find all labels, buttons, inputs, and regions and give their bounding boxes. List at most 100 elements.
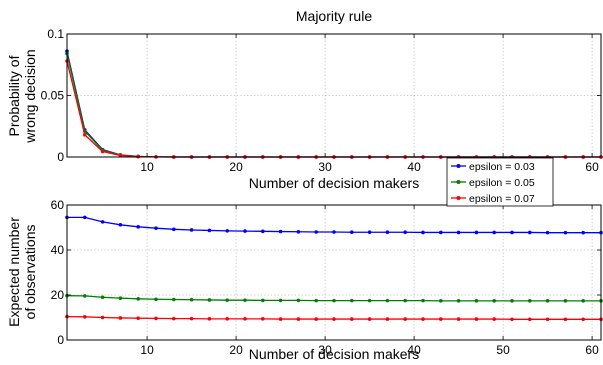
data-point-epsilon-0-05	[581, 299, 585, 303]
panel-expected-observations: 10 20 30 40 50 60 0 20 40 60 Number of decision m…	[6, 198, 603, 362]
data-point-epsilon-0-03	[243, 229, 247, 233]
data-point-epsilon-0-03	[528, 230, 532, 235]
data-point-epsilon-0-07	[118, 153, 123, 158]
data-point-epsilon-0-05	[439, 299, 443, 303]
data-point-epsilon-0-07	[207, 317, 212, 321]
grid	[67, 205, 601, 340]
data-point-epsilon-0-05	[350, 298, 354, 303]
legend-swatch-marker	[456, 196, 461, 200]
data-point-epsilon-0-03	[403, 230, 408, 235]
data-point-epsilon-0-05	[118, 296, 123, 300]
data-point-epsilon-0-03	[474, 230, 479, 235]
data-point-epsilon-0-03	[278, 229, 283, 234]
x-tick-label: 50	[496, 343, 510, 357]
y-tick-label: 60	[51, 198, 65, 212]
data-point-epsilon-0-03	[456, 230, 461, 235]
x-tick-label: 20	[229, 160, 243, 174]
legend-label: epsilon = 0.05	[469, 177, 535, 189]
data-point-epsilon-0-07	[225, 317, 229, 321]
data-point-epsilon-0-05	[385, 298, 390, 303]
x-tick-label: 30	[318, 160, 332, 174]
data-point-epsilon-0-03	[189, 228, 194, 232]
x-tick-label: 10	[140, 343, 154, 357]
data-point-epsilon-0-07	[439, 317, 443, 321]
data-point-epsilon-0-05	[474, 299, 479, 303]
data-point-epsilon-0-07	[332, 317, 336, 321]
data-point-epsilon-0-05	[545, 299, 550, 303]
data-point-epsilon-0-07	[385, 317, 390, 321]
data-point-epsilon-0-07	[545, 317, 550, 322]
data-point-epsilon-0-07	[403, 317, 408, 321]
data-point-epsilon-0-05	[243, 298, 247, 302]
legend-entry-epsilon-007: epsilon = 0.07	[451, 193, 535, 205]
legend-swatch-marker	[456, 180, 461, 184]
data-point-epsilon-0-05	[261, 298, 265, 303]
y-axis-label-line-2: wrong decision	[22, 49, 38, 143]
data-point-epsilon-0-05	[510, 299, 514, 303]
data-point-epsilon-0-03	[225, 229, 229, 233]
data-point-epsilon-0-05	[172, 297, 176, 302]
data-point-epsilon-0-05	[83, 294, 87, 298]
data-point-epsilon-0-05	[314, 298, 319, 303]
data-point-epsilon-0-05	[100, 295, 105, 300]
data-point-epsilon-0-03	[100, 220, 105, 224]
data-point-epsilon-0-03	[581, 230, 585, 235]
chart-title: Majority rule	[296, 8, 372, 24]
y-tick-label: 0	[57, 150, 64, 164]
data-point-epsilon-0-07	[510, 317, 514, 322]
data-point-epsilon-0-05	[421, 298, 425, 303]
data-point-epsilon-0-05	[136, 297, 140, 301]
x-tick-label: 20	[229, 343, 243, 357]
data-point-epsilon-0-07	[581, 317, 585, 322]
data-point-epsilon-0-03	[172, 227, 176, 232]
x-tick-label: 60	[585, 343, 599, 357]
x-tick-label: 30	[318, 343, 332, 357]
grid	[67, 34, 601, 157]
data-point-epsilon-0-03	[83, 215, 87, 220]
data-point-epsilon-0-03	[421, 230, 425, 235]
data-point-epsilon-0-07	[261, 317, 265, 321]
data-point-epsilon-0-07	[154, 316, 158, 321]
data-point-epsilon-0-03	[545, 230, 550, 235]
data-point-epsilon-0-05	[332, 298, 336, 303]
data-point-epsilon-0-03	[350, 230, 354, 235]
data-point-epsilon-0-03	[563, 230, 568, 235]
data-point-epsilon-0-05	[492, 299, 497, 303]
legend-swatch-marker	[456, 164, 461, 168]
data-point-epsilon-0-07	[118, 316, 123, 320]
x-tick-label: 40	[407, 160, 421, 174]
data-point-epsilon-0-05	[563, 299, 568, 303]
legend-label: epsilon = 0.03	[469, 161, 535, 173]
data-point-epsilon-0-03	[492, 230, 497, 235]
data-point-epsilon-0-05	[456, 299, 461, 303]
ticks: 10 20 30 40 50 60 0 20 40 60	[51, 198, 601, 357]
data-point-epsilon-0-05	[189, 297, 194, 302]
data-point-epsilon-0-03	[296, 229, 301, 234]
data-point-epsilon-0-07	[563, 317, 568, 322]
data-point-epsilon-0-03	[261, 229, 265, 234]
legend-entry-epsilon-005: epsilon = 0.05	[451, 177, 535, 189]
data-point-epsilon-0-05	[154, 297, 158, 302]
data-point-epsilon-0-07	[492, 317, 497, 321]
x-tick-label: 10	[140, 160, 154, 174]
series-lines	[65, 215, 603, 322]
data-point-epsilon-0-07	[100, 149, 105, 154]
data-point-epsilon-0-03	[118, 223, 123, 227]
data-point-epsilon-0-07	[278, 317, 283, 321]
data-point-epsilon-0-07	[474, 317, 479, 321]
data-point-epsilon-0-03	[207, 228, 212, 233]
data-point-epsilon-0-03	[332, 230, 336, 234]
series-lines	[65, 49, 603, 159]
data-point-epsilon-0-03	[314, 230, 319, 234]
data-point-epsilon-0-07	[83, 133, 87, 137]
axes-frame	[66, 204, 602, 341]
data-point-epsilon-0-07	[100, 315, 105, 320]
x-tick-label: 60	[585, 160, 599, 174]
data-point-epsilon-0-07	[296, 317, 301, 321]
panel-wrong-decision: Majority rule 10203040506000.050.1 Numbe…	[6, 8, 603, 191]
data-point-epsilon-0-03	[510, 230, 514, 235]
data-point-epsilon-0-07	[456, 317, 461, 321]
x-axis-label: Number of decision makers	[249, 346, 419, 362]
data-point-epsilon-0-07	[189, 316, 194, 321]
